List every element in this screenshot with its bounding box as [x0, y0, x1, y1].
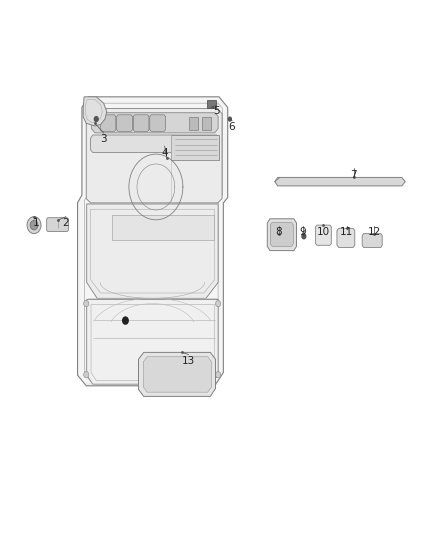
Polygon shape [92, 113, 218, 133]
Text: 3: 3 [100, 134, 107, 144]
Polygon shape [188, 117, 198, 130]
Polygon shape [150, 115, 166, 131]
Polygon shape [83, 97, 107, 126]
Text: 13: 13 [182, 356, 195, 366]
FancyBboxPatch shape [47, 217, 68, 231]
Text: 12: 12 [368, 227, 381, 237]
Polygon shape [113, 215, 214, 240]
Polygon shape [91, 135, 219, 152]
Polygon shape [316, 225, 331, 245]
Polygon shape [270, 222, 293, 246]
Polygon shape [86, 109, 222, 203]
Polygon shape [267, 219, 297, 251]
Polygon shape [133, 115, 149, 131]
Text: 10: 10 [317, 227, 330, 237]
FancyBboxPatch shape [207, 100, 215, 108]
Polygon shape [117, 115, 132, 131]
Polygon shape [87, 204, 218, 298]
Circle shape [150, 381, 155, 387]
Polygon shape [87, 300, 218, 384]
Circle shape [215, 372, 221, 378]
Polygon shape [201, 117, 211, 130]
Text: 11: 11 [340, 227, 353, 237]
Circle shape [215, 301, 221, 307]
Circle shape [30, 220, 38, 230]
Text: 9: 9 [300, 227, 306, 237]
Text: 4: 4 [161, 148, 168, 158]
Text: 5: 5 [213, 106, 220, 116]
Polygon shape [138, 352, 215, 397]
Polygon shape [143, 357, 212, 392]
Text: 1: 1 [33, 218, 39, 228]
Polygon shape [362, 233, 382, 247]
Polygon shape [337, 228, 355, 247]
Text: 6: 6 [229, 122, 235, 132]
Text: 8: 8 [276, 227, 283, 237]
Circle shape [84, 372, 89, 378]
Circle shape [27, 216, 41, 233]
Circle shape [94, 116, 99, 122]
Text: 2: 2 [63, 218, 69, 228]
Polygon shape [171, 135, 219, 160]
Circle shape [84, 301, 89, 307]
Circle shape [301, 233, 307, 239]
Polygon shape [275, 177, 405, 186]
Circle shape [228, 116, 232, 122]
Polygon shape [78, 97, 228, 386]
Circle shape [122, 317, 129, 325]
Text: 7: 7 [350, 170, 357, 180]
Polygon shape [100, 115, 116, 131]
